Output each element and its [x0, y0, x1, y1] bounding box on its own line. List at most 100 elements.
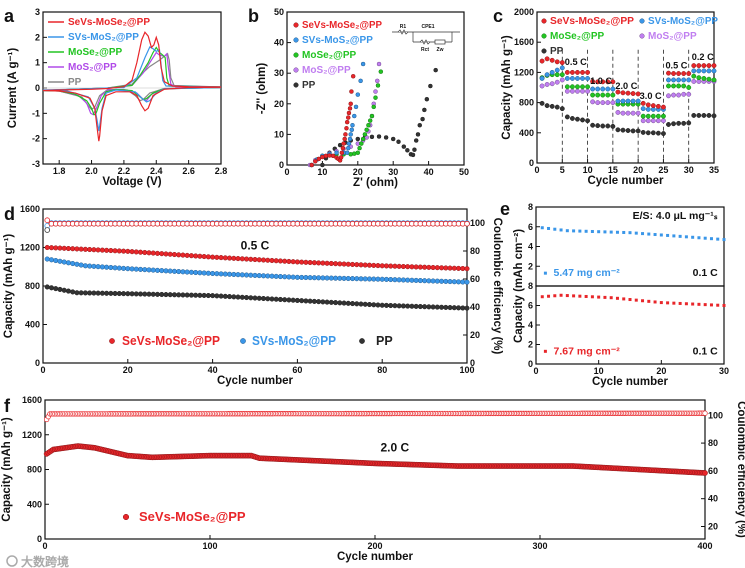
nyquist-point: [345, 145, 351, 151]
x-axis-title: Cycle number: [337, 551, 414, 563]
capacity-point: [269, 273, 275, 279]
capacity-point: [159, 251, 165, 257]
rate-point: [615, 89, 621, 95]
watermark-text: 大数跨境: [21, 554, 69, 568]
capacity-point: [324, 275, 330, 281]
capacity-point: [256, 273, 262, 279]
rate-point: [569, 84, 575, 90]
capacity-point: [383, 263, 389, 269]
areal-capacity-point: [709, 303, 713, 307]
rate-label: 1.0 C: [590, 76, 612, 87]
capacity-point: [307, 275, 313, 281]
rate-point: [620, 127, 626, 133]
panel-label: e: [500, 199, 510, 219]
areal-capacity-point: [622, 297, 626, 301]
legend-marker: [541, 18, 547, 24]
capacity-point: [460, 265, 466, 272]
legend-label: MoS₂@PP: [648, 31, 697, 42]
y-tick-label: 0: [37, 534, 42, 544]
capacity-point: [345, 300, 351, 306]
nyquist-point: [433, 67, 438, 73]
capacity-point: [447, 265, 453, 271]
capacity-point: [252, 295, 258, 301]
rate-point: [549, 69, 555, 75]
nyquist-point: [362, 132, 368, 137]
capacity-point: [702, 470, 708, 476]
rate-label: 0.5 C: [665, 61, 687, 72]
areal-capacity-point: [628, 231, 632, 235]
capacity-point: [197, 292, 203, 298]
x-tick-label: 20: [656, 366, 666, 376]
capacity-point: [286, 297, 292, 303]
rate-point: [671, 92, 676, 98]
rate-point: [630, 91, 636, 96]
capacity-point: [337, 275, 343, 281]
capacity-point: [197, 270, 203, 276]
nyquist-point: [412, 147, 417, 152]
rate-point: [615, 109, 621, 115]
rate-point: [595, 86, 601, 92]
capacity-point: [222, 271, 228, 277]
rate-label: 2.0 C: [615, 81, 637, 92]
nyquist-point: [373, 89, 378, 94]
legend-item: PP: [48, 77, 82, 88]
nyquist-point: [410, 152, 416, 158]
rate-point: [580, 75, 585, 81]
nyquist-point: [345, 115, 351, 120]
capacity-point: [188, 253, 194, 259]
capacity-point: [294, 297, 300, 303]
legend-item: SVs-MoS₂@PP: [293, 35, 373, 46]
areal-capacity-point: [684, 235, 688, 239]
rate-point: [585, 84, 591, 90]
rate-point: [554, 72, 560, 78]
rate-point: [711, 68, 717, 74]
circuit-label: CPE1: [421, 24, 434, 30]
nyquist-point: [413, 138, 419, 143]
rate-point: [711, 77, 717, 83]
capacity-point: [239, 294, 245, 300]
legend-label: SeVs-MoSe₂@PP: [550, 16, 634, 27]
rate-point: [681, 83, 687, 89]
nyquist-point: [341, 141, 346, 146]
areal-capacity-point: [540, 295, 544, 299]
capacity-point: [409, 277, 415, 283]
legend-item: MoSe₂@PP: [541, 31, 605, 42]
rate-point: [620, 110, 626, 116]
nyquist-point: [360, 136, 366, 142]
rate-point: [660, 131, 666, 137]
rate-label: 0.2 C: [692, 52, 714, 63]
capacity-point: [405, 277, 411, 283]
legend-label: SeVs-MoSe₂@PP: [139, 509, 246, 524]
y-tick-label: 2: [528, 261, 533, 271]
capacity-point: [104, 247, 110, 253]
y2-tick-label: 40: [708, 494, 718, 504]
x-axis-title: Cycle number: [592, 376, 669, 388]
capacity-point: [392, 263, 398, 269]
capacity-point: [146, 291, 152, 297]
capacity-point: [87, 263, 93, 269]
nyquist-point: [330, 153, 336, 159]
areal-capacity-point: [609, 230, 613, 234]
x-tick-label: 20: [633, 165, 643, 175]
x-tick-label: 20: [123, 365, 133, 375]
x-axis-title: Voltage (V): [102, 176, 161, 188]
capacity-point: [426, 304, 432, 310]
nyquist-point: [417, 122, 422, 128]
y-axis-title: Capacity (mAh g⁻¹): [501, 35, 513, 140]
areal-capacity-point: [603, 230, 607, 234]
rate-point: [696, 75, 702, 81]
areal-capacity-point: [647, 232, 651, 236]
capacity-point: [214, 254, 220, 260]
y-tick-label: 1200: [514, 67, 534, 77]
capacity-point: [48, 245, 55, 251]
capacity-point: [383, 276, 389, 282]
capacity-point: [243, 256, 250, 262]
rate-point: [600, 79, 606, 85]
rate-label: 0.1 C: [693, 267, 719, 279]
capacity-point: [303, 274, 309, 281]
capacity-point: [163, 292, 169, 298]
capacity-point: [273, 296, 279, 302]
capacity-point: [205, 270, 211, 276]
rate-point: [681, 91, 687, 97]
capacity-point: [104, 264, 110, 270]
